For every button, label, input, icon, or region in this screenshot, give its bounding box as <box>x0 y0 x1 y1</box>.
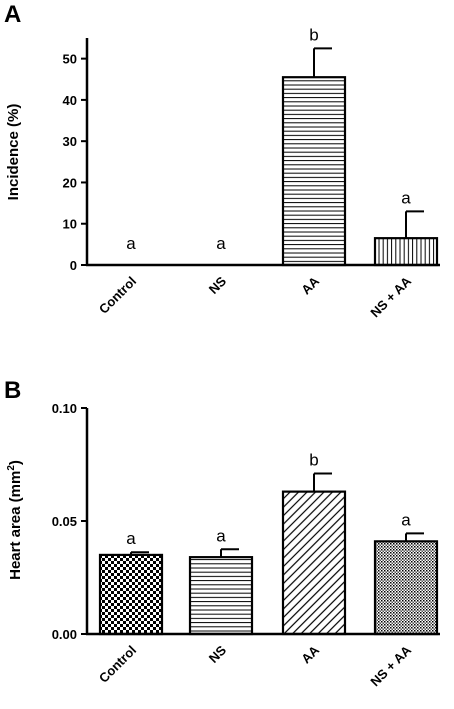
y-axis-title-superscript: 2 <box>6 465 17 471</box>
y-axis-title-end: ) <box>7 460 24 465</box>
y-tick-label: 40 <box>63 93 77 108</box>
y-tick-label: 20 <box>63 175 77 190</box>
significance-label: b <box>309 25 318 44</box>
axes: 0 10 20 30 40 50 Control NS AA NS + AA <box>63 38 440 320</box>
y-tick-label: 0.10 <box>52 401 77 416</box>
significance-label: a <box>216 234 226 253</box>
significance-label: a <box>401 510 411 529</box>
x-tick-label: NS + AA <box>367 642 414 689</box>
bar <box>188 556 254 636</box>
y-tick-label: 10 <box>63 217 77 232</box>
x-tick-label: NS <box>206 273 230 297</box>
y-tick-label: 0.00 <box>52 627 77 642</box>
bars: a a b a <box>126 25 439 267</box>
panel-letter: B <box>4 377 21 404</box>
significance-label: a <box>126 529 136 548</box>
significance-label: b <box>309 451 318 470</box>
x-tick-label: NS + AA <box>367 273 414 320</box>
panel-a-chart: A Incidence (%) a a b a 0 10 20 30 40 50 Control N… <box>4 1 440 320</box>
bar <box>281 76 347 267</box>
significance-label: a <box>401 188 411 207</box>
significance-label: a <box>216 526 226 545</box>
bar <box>373 540 439 636</box>
y-tick-label: 0.05 <box>52 514 77 529</box>
y-tick-label: 50 <box>63 52 77 67</box>
x-tick-label: NS <box>206 642 230 666</box>
y-tick-label: 30 <box>63 134 77 149</box>
significance-label: a <box>126 234 136 253</box>
x-tick-label: AA <box>298 642 322 666</box>
x-tick-label: Control <box>96 274 139 317</box>
y-axis-title-main: Heart area (mm <box>7 471 24 580</box>
y-axis-title: Incidence (%) <box>5 104 22 201</box>
bar <box>373 237 439 267</box>
x-tick-label: Control <box>96 643 139 686</box>
y-axis-title: Heart area (mm2) <box>6 460 24 580</box>
bars: a a b a <box>98 451 439 636</box>
y-tick-label: 0 <box>70 258 77 273</box>
bar <box>98 553 164 636</box>
panel-b-chart: B Heart area (mm2) a a b a 0.00 0.05 0.10 Cont… <box>4 377 440 689</box>
bar <box>281 490 347 636</box>
x-tick-label: AA <box>298 273 322 297</box>
panel-letter: A <box>4 1 21 28</box>
